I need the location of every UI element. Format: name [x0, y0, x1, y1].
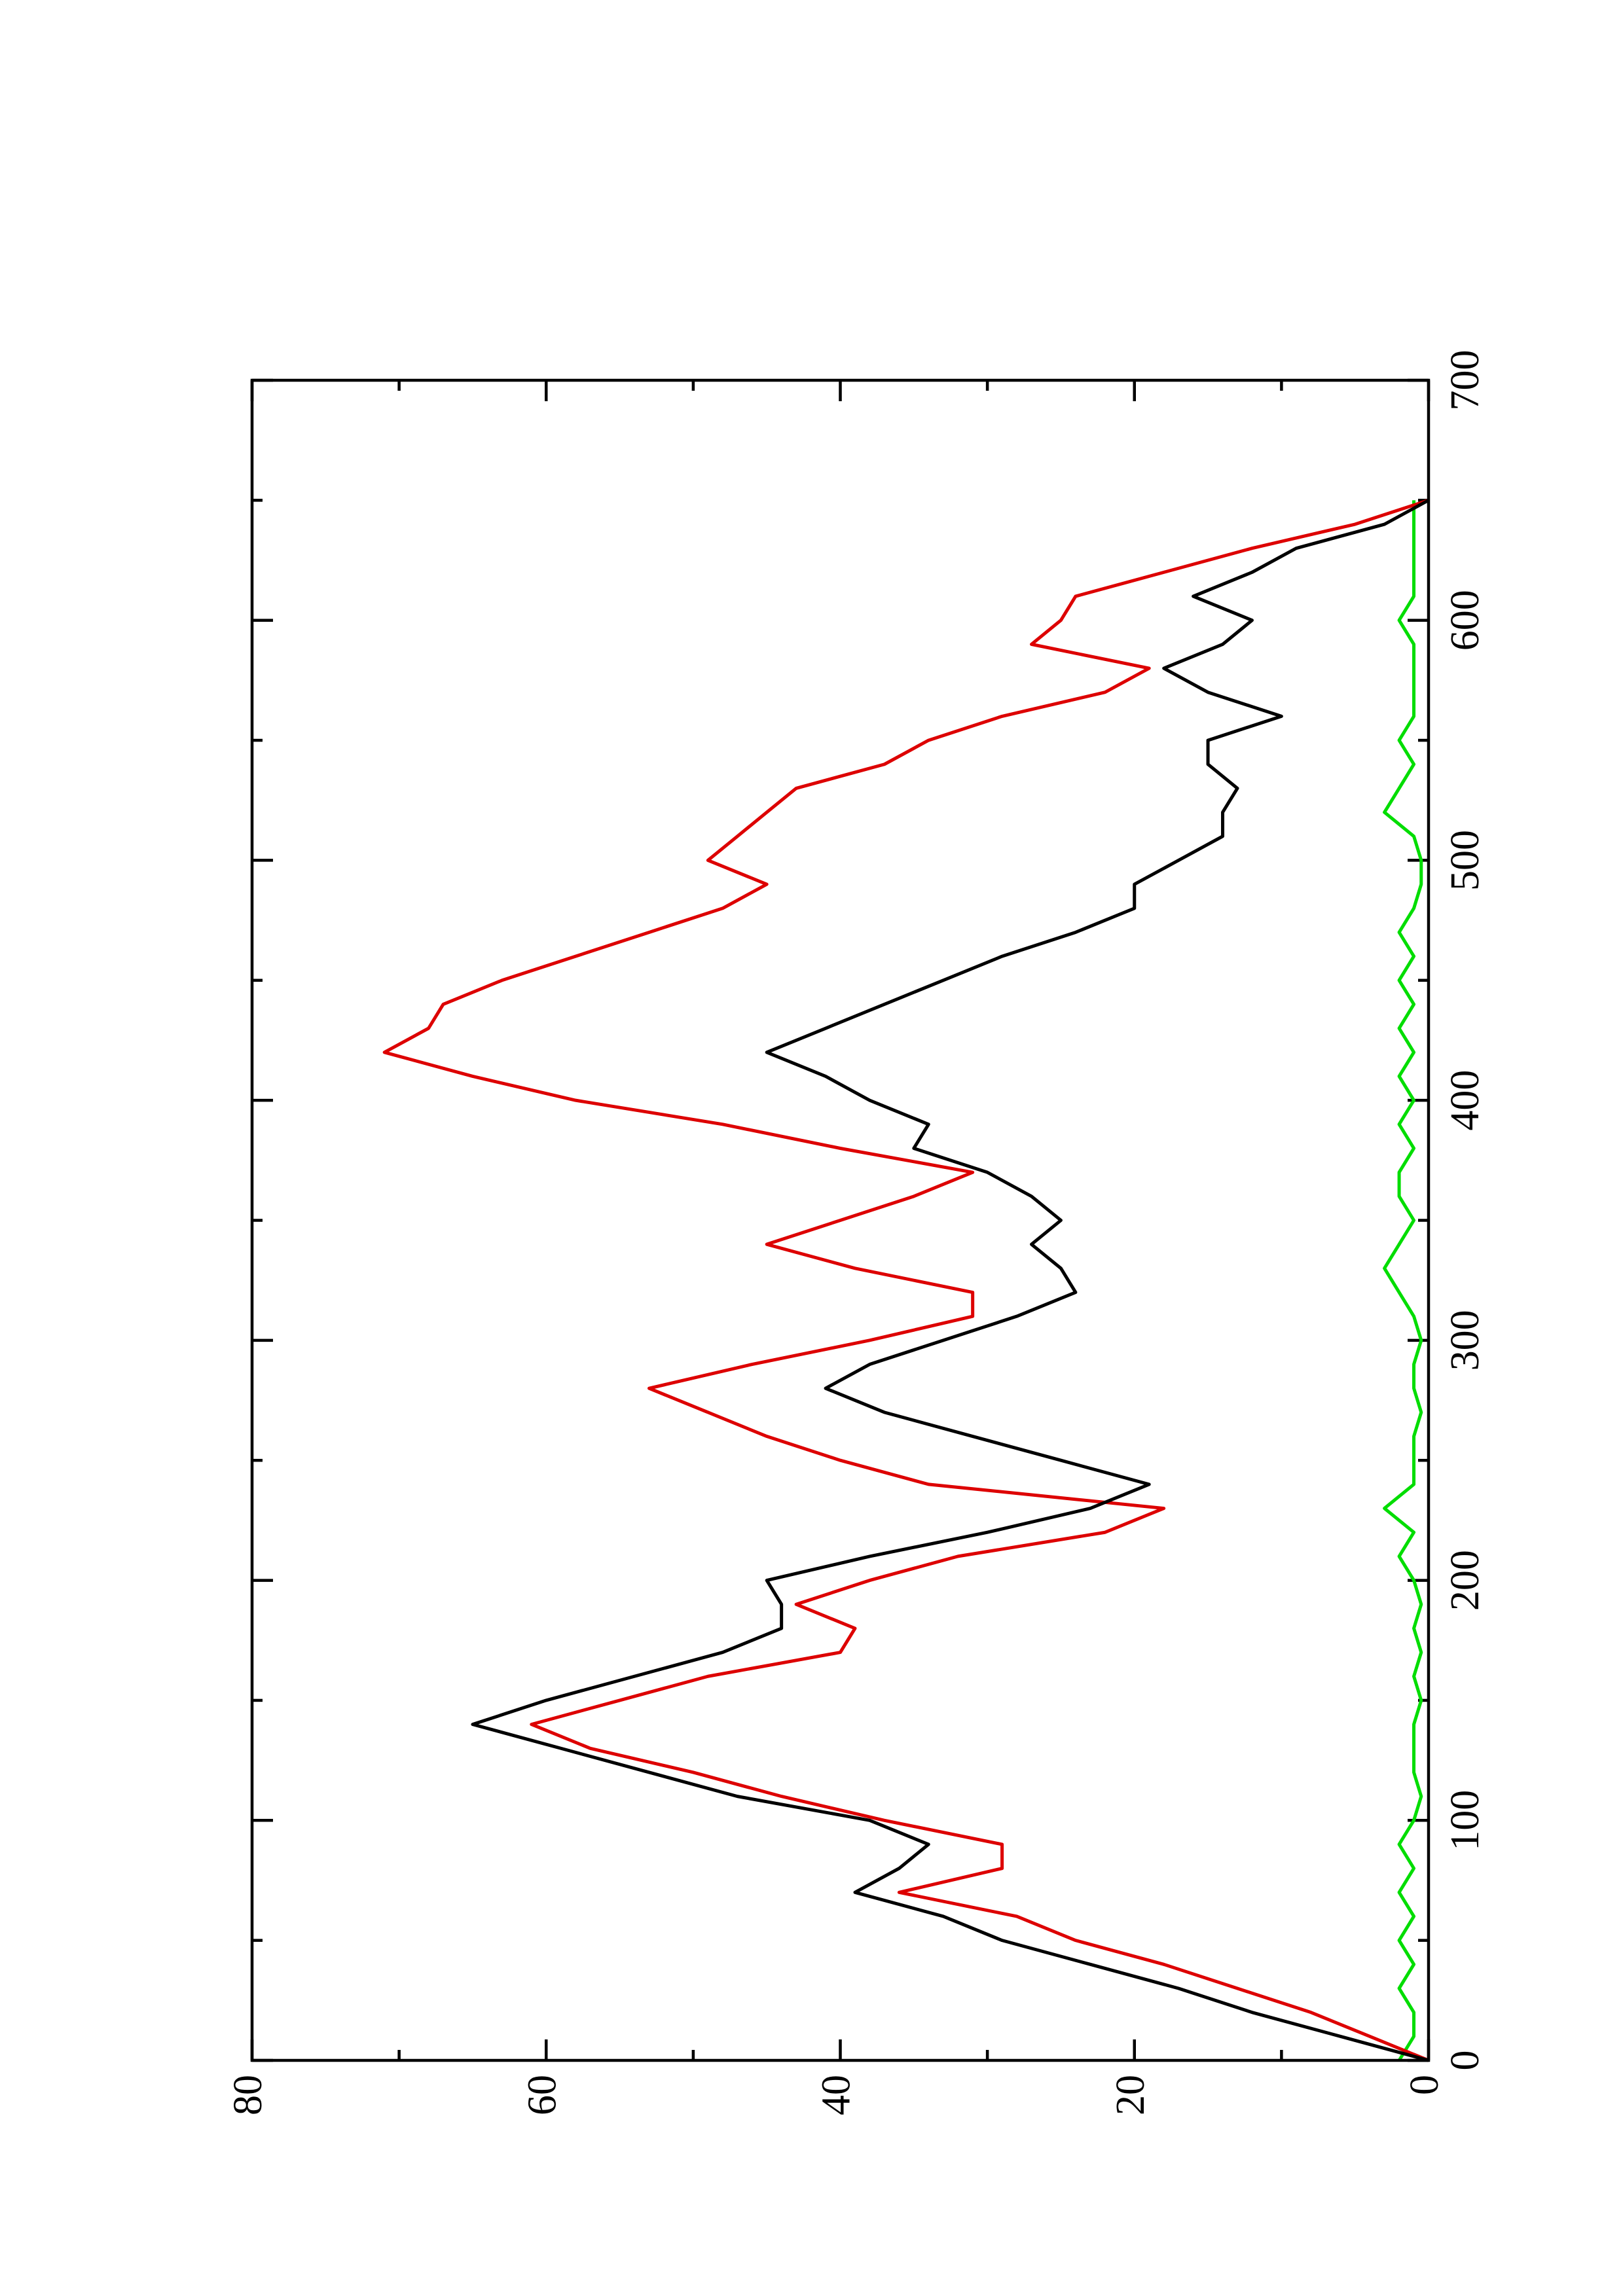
- x-tick-label: 300: [1443, 1310, 1487, 1371]
- series-line: [382, 498, 1429, 2062]
- x-tick-label: 700: [1443, 350, 1487, 411]
- x-tick-label: 200: [1443, 1550, 1487, 1611]
- y-tick-label: 20: [1108, 2075, 1153, 2115]
- y-tick-label: 80: [226, 2075, 270, 2115]
- y-tick-label: 40: [814, 2075, 859, 2115]
- series-line: [471, 499, 1430, 2062]
- plot-area: 0 100 200 300 400 500 600 700 0 20 40 60 80: [226, 350, 1487, 2116]
- x-tick-label: 500: [1443, 830, 1487, 891]
- series-line: [1383, 500, 1423, 2062]
- y-tick-label: 0: [1402, 2075, 1447, 2095]
- y-tick-label: 60: [520, 2075, 564, 2115]
- x-tick-label: 0: [1443, 2051, 1487, 2071]
- x-tick-label: 600: [1443, 590, 1487, 651]
- plot-frame: [250, 378, 1431, 2062]
- x-tick-label: 100: [1443, 1790, 1487, 1851]
- x-tick-label: 400: [1443, 1070, 1487, 1131]
